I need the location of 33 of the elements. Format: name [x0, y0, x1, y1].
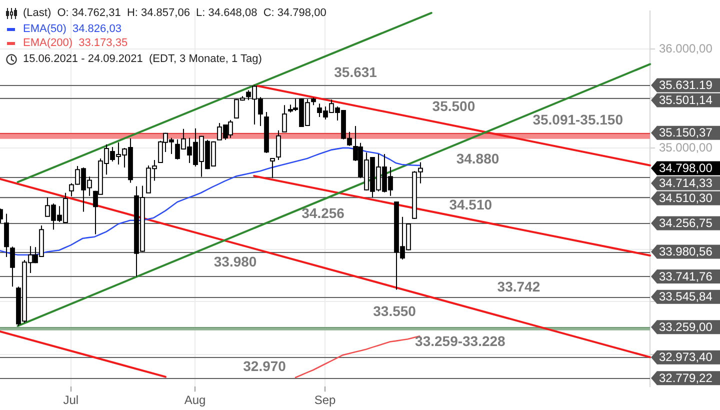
annotation: 35.631 — [334, 64, 378, 80]
text: 34.798,00 — [659, 161, 713, 176]
x-tick-label: Sep — [314, 393, 336, 408]
annotation: 34.256 — [302, 205, 345, 222]
legend-label: EMA(50) 34.826,03 — [23, 22, 122, 36]
annotation: 33.550 — [373, 302, 416, 319]
ref-line-label: 34.256,75 — [659, 216, 713, 230]
y-tick-label: 35.000,00 — [659, 140, 713, 154]
annotation: 35.500 — [432, 98, 476, 114]
text: 15.06.2021 - 24.09.2021 (EDT, 3 Monate, 1 Tag) — [23, 52, 262, 66]
annotation: 34.880 — [456, 150, 500, 166]
ref-line-label: 34.714,33 — [659, 176, 713, 190]
ref-line-label: 33.741,76 — [659, 269, 713, 284]
annotation: 34.510 — [449, 196, 492, 212]
ref-line-label: 32.779,22 — [659, 370, 713, 385]
annotation: 32.970 — [243, 358, 286, 374]
band-label: 33.259-33.228 — [415, 333, 506, 350]
y-tick-label: 36.000,00 — [659, 41, 713, 56]
annotation: 33.980 — [214, 254, 257, 270]
legend-label: EMA(200) 33.173,35 — [23, 36, 128, 50]
x-tick-label: Jul — [63, 393, 79, 408]
ref-line-label: 35.631.19 — [659, 78, 713, 92]
chart-title: (Last) O: 34.762,31 H: 34.857,06 L: 34.648,08 C: 34.798,00 — [23, 6, 326, 20]
ref-line-label: 33.259,00 — [659, 320, 713, 334]
ref-line-label: 33.980,56 — [659, 244, 713, 259]
annotation: 33.742 — [497, 278, 540, 294]
ref-line-label: 33.545,84 — [659, 290, 713, 304]
ref-line-label: 34.510,30 — [659, 191, 713, 206]
band-label: 35.091-35.150 — [532, 112, 624, 128]
ref-line-label: 35.501,14 — [659, 93, 713, 107]
ref-line-label: 32.973,40 — [659, 350, 713, 364]
x-tick-label: Aug — [184, 393, 206, 408]
ref-line-label: 35.150,37 — [659, 126, 713, 140]
